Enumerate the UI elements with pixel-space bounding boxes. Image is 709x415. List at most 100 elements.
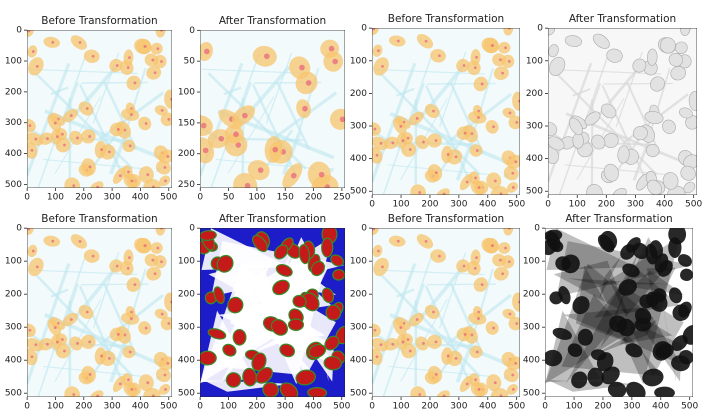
cell <box>456 327 471 342</box>
cell <box>225 372 242 388</box>
nucleolus <box>167 117 171 121</box>
nucleolus <box>446 354 450 358</box>
cell <box>572 296 590 315</box>
cell <box>561 254 580 274</box>
nucleolus <box>475 350 479 354</box>
nucleolus <box>116 332 120 336</box>
cell <box>27 323 36 338</box>
x-tick-label: 400 <box>479 402 496 412</box>
nucleolus <box>118 382 122 386</box>
nucleolus <box>406 338 410 341</box>
cell <box>671 355 690 372</box>
x-tick-label: 300 <box>450 200 467 210</box>
nucleolus <box>51 239 55 243</box>
cell <box>136 237 152 254</box>
nucleolus <box>396 239 400 243</box>
streak <box>34 72 134 170</box>
cell <box>632 126 648 141</box>
streak <box>379 273 481 378</box>
cell <box>109 327 125 342</box>
x-tick-label: 100 <box>569 200 586 210</box>
cell <box>679 107 693 119</box>
nucleolus <box>91 254 95 258</box>
y-tick-label: 400 <box>5 356 22 366</box>
cell <box>272 279 290 296</box>
nucleolus <box>515 322 519 325</box>
nucleolus <box>28 124 32 127</box>
nucleolus <box>372 228 376 231</box>
panel-title: After Transformation <box>569 13 676 25</box>
y-tick-label: 0 <box>537 24 543 34</box>
y-tick-label: 200 <box>526 89 543 99</box>
nucleolus <box>88 165 92 169</box>
nucleolus <box>51 40 55 44</box>
nucleolus <box>96 185 100 188</box>
nucleolus <box>88 340 92 344</box>
cell <box>645 243 658 265</box>
nucleolus <box>375 153 379 157</box>
nucleolus <box>305 80 312 86</box>
cell <box>577 328 593 346</box>
x-tick-label: 150 <box>277 193 294 203</box>
nucleolus <box>127 378 130 382</box>
nucleolus <box>491 44 494 47</box>
nucleolus <box>128 350 132 354</box>
image <box>27 30 172 188</box>
nucleolus <box>302 105 308 112</box>
y-tick-label: 0 <box>189 26 195 36</box>
nucleolus <box>375 355 379 359</box>
x-tick-label: 0 <box>24 193 30 203</box>
nucleolus <box>377 249 380 253</box>
cell <box>607 381 627 397</box>
streak <box>396 87 415 97</box>
cell <box>64 177 81 188</box>
cell <box>324 335 340 351</box>
cell <box>668 237 682 258</box>
nucleolus <box>408 148 412 151</box>
nucleolus <box>511 171 515 175</box>
nucleolus <box>78 239 82 243</box>
cell <box>668 52 683 67</box>
x-tick-label: 0 <box>197 402 203 412</box>
cell <box>216 254 234 273</box>
cell <box>64 386 81 397</box>
y-tick-label: 0 <box>189 224 195 234</box>
nucleolus <box>401 139 405 143</box>
cell <box>558 286 571 305</box>
cell <box>688 91 697 112</box>
cell <box>603 163 619 182</box>
nucleolus <box>127 170 130 174</box>
cell <box>620 244 636 260</box>
image <box>27 228 172 397</box>
cell <box>622 263 640 278</box>
nucleolus <box>152 185 155 188</box>
nucleolus <box>27 30 31 33</box>
nucleolus <box>235 142 242 148</box>
nucleolus <box>475 256 478 260</box>
cell <box>618 279 637 296</box>
x-tick-label: 0 <box>24 402 30 412</box>
nucleolus <box>167 322 171 325</box>
nucleolus <box>233 131 239 138</box>
nucleolus <box>373 328 377 332</box>
cell <box>136 38 152 55</box>
nucleolus <box>28 328 32 332</box>
y-tick-label: 300 <box>350 122 367 132</box>
nucleolus <box>438 54 441 58</box>
cell <box>680 268 693 282</box>
x-tick-label: 0 <box>545 200 551 210</box>
cell <box>671 335 688 351</box>
cell <box>655 343 674 359</box>
streak <box>549 68 662 75</box>
nucleolus <box>474 176 477 180</box>
x-tick-label: 400 <box>656 200 673 210</box>
cell <box>301 292 320 312</box>
nucleolus <box>264 53 270 60</box>
cell <box>27 118 36 133</box>
cell <box>549 56 566 76</box>
streak <box>373 68 485 75</box>
nucleolus <box>415 117 419 120</box>
